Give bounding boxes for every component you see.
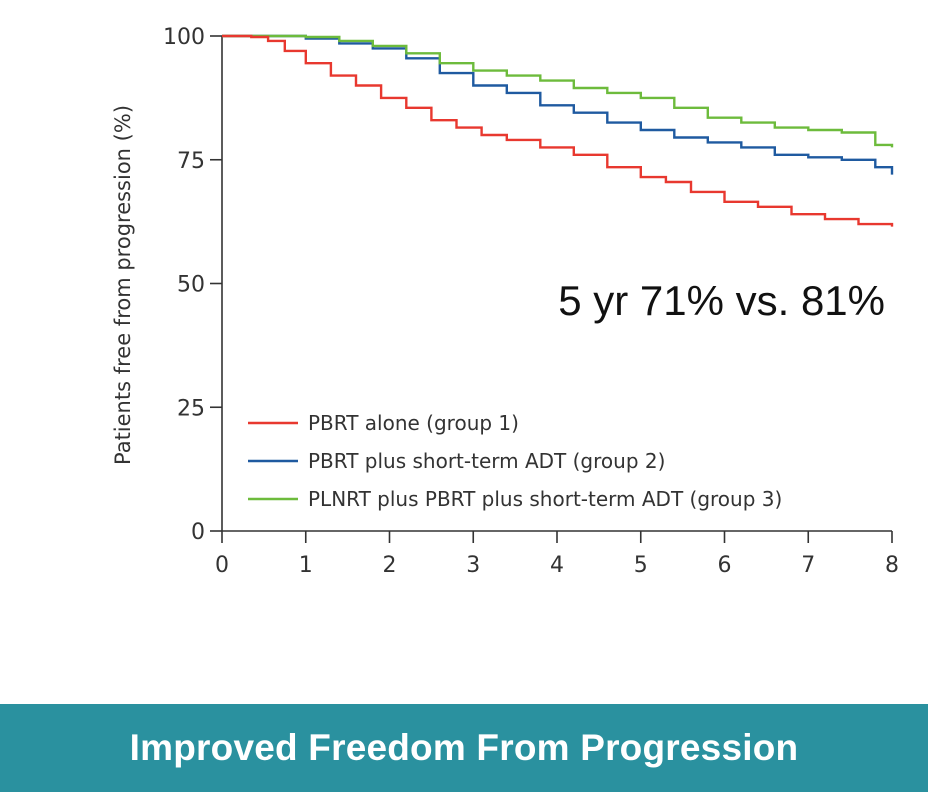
y-tick-label: 75: [177, 149, 205, 174]
five-year-annotation: 5 yr 71% vs. 81%: [558, 277, 885, 324]
x-tick-label: 3: [466, 553, 480, 578]
title-banner: Improved Freedom From Progression: [0, 704, 928, 792]
series-line-group-1: [222, 34, 894, 227]
series-lines: [222, 34, 894, 227]
series-line-group-2: [222, 34, 894, 175]
y-tick-label: 25: [177, 396, 205, 421]
x-tick-label: 8: [885, 553, 899, 578]
y-tick-label: 100: [163, 25, 205, 50]
series-line-group-3: [222, 34, 894, 148]
x-tick-label: 2: [383, 553, 397, 578]
x-tick-label: 4: [550, 553, 564, 578]
legend: PBRT alone (group 1) PBRT plus short-term…: [248, 411, 782, 511]
y-tick-label: 0: [191, 520, 205, 545]
x-tick-label: 0: [215, 553, 229, 578]
banner-title: Improved Freedom From Progression: [129, 727, 799, 768]
x-tick-label: 7: [801, 553, 815, 578]
legend-label: PBRT alone (group 1): [308, 411, 519, 435]
survival-chart: 0 25 50 75 100 0 1 2 3 4 5 6 7 8 Patients free from …: [111, 25, 899, 578]
y-axis-label: Patients free from progression (%): [111, 105, 135, 465]
y-axis: 0 25 50 75 100: [163, 25, 223, 545]
x-axis: 0 1 2 3 4 5 6 7 8: [215, 530, 899, 578]
x-tick-label: 1: [299, 553, 313, 578]
y-tick-label: 50: [177, 273, 205, 298]
x-tick-label: 5: [634, 553, 648, 578]
x-tick-label: 6: [718, 553, 732, 578]
legend-label: PBRT plus short-term ADT (group 2): [308, 449, 665, 473]
legend-label: PLNRT plus PBRT plus short-term ADT (gro…: [308, 487, 782, 511]
